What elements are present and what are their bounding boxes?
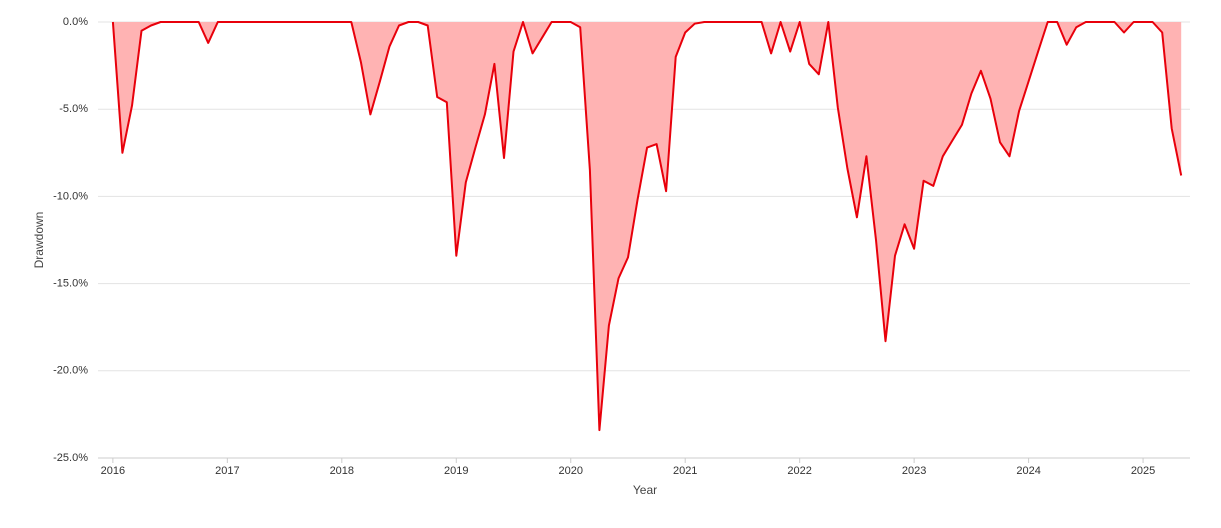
x-tick-label: 2020 [558,465,582,477]
y-tick-label: -20.0% [53,365,88,377]
drawdown-area [112,22,1182,431]
x-tick-label: 2018 [330,465,354,477]
x-tick-label: 2021 [673,465,697,477]
x-tick-label: 2024 [1016,465,1040,477]
y-tick-label: -5.0% [59,103,88,115]
y-tick-label: -15.0% [53,278,88,290]
x-tick-label: 2017 [215,465,239,477]
y-tick-label: -25.0% [53,452,88,464]
y-tick-label: -10.0% [53,190,88,202]
y-axis-title: Drawdown [32,212,46,269]
x-tick-label: 2025 [1131,465,1155,477]
x-axis-title: Year [633,483,657,497]
y-tick-label: 0.0% [63,16,88,28]
drawdown-line [111,21,1183,432]
x-tick-label: 2019 [444,465,468,477]
x-tick-label: 2022 [787,465,811,477]
x-tick-label: 2016 [101,465,125,477]
x-tick-label: 2023 [902,465,926,477]
